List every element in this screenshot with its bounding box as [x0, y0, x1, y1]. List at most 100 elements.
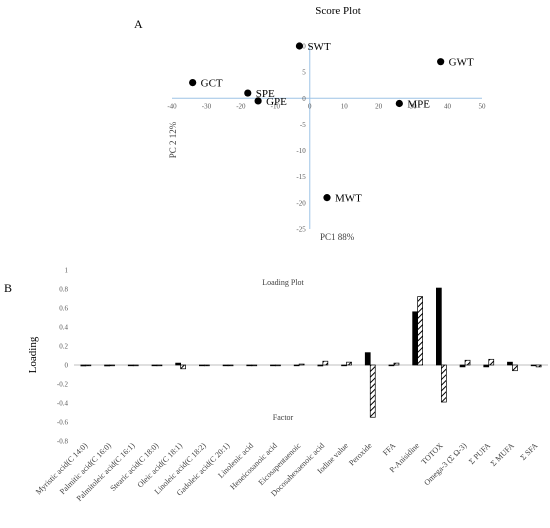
loading-bar-hatched — [322, 360, 329, 366]
loading-y-tick-label: -0.6 — [57, 419, 69, 427]
loading-bar-hatched — [346, 361, 352, 366]
score-y-tick-label: 5 — [302, 69, 306, 77]
score-x-label: PC1 88% — [320, 232, 355, 242]
loading-bar-hatched — [132, 364, 139, 367]
score-x-tick-label: 0 — [308, 102, 312, 110]
score-point — [189, 79, 197, 87]
score-point — [254, 97, 262, 105]
score-x-tick-label: -40 — [167, 102, 177, 110]
loading-y-label: Loading — [27, 336, 39, 373]
score-x-tick-label: -10 — [271, 102, 281, 110]
score-point-label: GWT — [449, 57, 474, 69]
loading-category-label: FFA — [381, 441, 397, 457]
score-y-tick-label: -25 — [296, 226, 306, 234]
score-point — [295, 42, 304, 50]
loading-bar-hatched — [227, 364, 234, 367]
loading-bar-hatched — [298, 363, 305, 366]
loading-category-label: Σ SFA — [519, 441, 540, 462]
loading-bar-hatched — [156, 364, 163, 367]
loading-bar-solid — [436, 287, 442, 366]
score-point — [323, 194, 331, 202]
loading-x-label: Factor — [273, 413, 294, 422]
loading-bar-hatched — [535, 364, 542, 368]
loading-bar-hatched — [85, 364, 92, 367]
score-plot-title: Score Plot — [315, 5, 361, 17]
loading-y-tick-label: 0.8 — [59, 286, 68, 294]
loading-bar-hatched — [369, 364, 376, 418]
loading-bar-solid — [127, 364, 134, 367]
loading-category-labels: Myristic acid(C 14:0)Palmitic acid(C 16:… — [34, 441, 540, 503]
score-y-tick-label: -10 — [296, 147, 306, 155]
loading-bar-solid — [270, 364, 276, 367]
loading-bar-solid — [222, 364, 229, 367]
score-x-tick-label: -30 — [202, 102, 212, 110]
loading-plot-title: Loading Plot — [262, 278, 304, 287]
score-point — [437, 58, 445, 66]
loading-bar-hatched — [275, 364, 281, 367]
loading-category-label: Peroxide — [347, 441, 374, 468]
loading-bar-solid — [507, 361, 513, 366]
loading-bar-solid — [151, 364, 158, 367]
loading-y-tick-label: 0.4 — [59, 324, 68, 332]
score-x-tick-label: 20 — [375, 102, 383, 110]
loading-y-tick-label: -0.4 — [57, 400, 69, 408]
loading-bar-hatched — [180, 364, 186, 370]
score-y-label: PC 2 12% — [168, 121, 178, 158]
loading-y-tick-label: 0.2 — [59, 343, 68, 351]
score-y-tick-label: 0 — [302, 95, 306, 103]
loading-bar-hatched — [251, 364, 258, 367]
score-point — [244, 89, 252, 97]
score-point-label: MPE — [407, 99, 430, 111]
score-point-label: GPE — [266, 96, 287, 108]
loading-bar-solid — [80, 364, 87, 367]
score-y-ticks: 1050-5-10-15-20-25 — [296, 43, 306, 234]
score-y-tick-label: -5 — [300, 121, 306, 129]
score-x-tick-label: 50 — [479, 102, 487, 110]
loading-bar-solid — [388, 364, 395, 367]
loading-bar-hatched — [441, 364, 447, 403]
loading-bar-solid — [246, 364, 253, 367]
loading-bar-solid — [175, 362, 181, 366]
panel-b-label: B — [4, 281, 12, 295]
score-point-label: MWT — [335, 193, 362, 205]
loading-bar-hatched — [512, 364, 518, 372]
score-x-tick-label: -20 — [236, 102, 246, 110]
score-point-label: SPE — [256, 88, 275, 100]
loading-bar-solid — [412, 311, 418, 366]
loading-category-label: Σ MUFA — [489, 441, 516, 468]
loading-y-tick-label: 0 — [65, 362, 69, 370]
score-x-tick-label: 30 — [410, 102, 418, 110]
score-y-tick-label: -20 — [296, 199, 306, 207]
loading-bar-solid — [341, 364, 347, 367]
loading-y-tick-label: 0.6 — [59, 305, 68, 313]
score-x-ticks: -40 -30 -20 -10 0 10 20 30 40 50 — [167, 102, 486, 110]
score-point-label: SWT — [307, 41, 331, 53]
score-x-tick-label: 10 — [341, 102, 349, 110]
loading-plot: Loading Plot 1 0.8 0.6 0.4 0.2 0 -0.2 -0.4 -0.6 -… — [27, 267, 548, 503]
loading-bar-solid — [317, 364, 324, 367]
loading-y-tick-label: -0.2 — [57, 381, 69, 389]
loading-bar-solid — [364, 352, 371, 366]
loading-y-tick-label: 1 — [65, 267, 69, 275]
loading-y-tick-label: -0.8 — [57, 438, 69, 446]
loading-bar-solid — [459, 364, 466, 368]
loading-bar-hatched — [393, 362, 400, 366]
panel-a-label: A — [134, 17, 143, 31]
loading-bar-solid — [530, 364, 537, 367]
loading-bar-solid — [483, 364, 490, 368]
loading-bar-solid — [199, 364, 205, 367]
loading-bars — [80, 287, 542, 418]
loading-category-label: Omega-3 (Σ Ω-3) — [422, 441, 468, 487]
loading-bar-hatched — [488, 358, 495, 366]
score-point-label: GCT — [201, 78, 223, 90]
score-point — [395, 99, 403, 108]
loading-bar-solid — [293, 364, 300, 367]
score-x-tick-label: 40 — [444, 102, 452, 110]
loading-y-ticks: 1 0.8 0.6 0.4 0.2 0 -0.2 -0.4 -0.6 -0.8 — [57, 267, 69, 446]
loading-bar-solid — [104, 364, 110, 367]
loading-bar-hatched — [109, 364, 115, 367]
loading-bar-hatched — [464, 359, 471, 366]
